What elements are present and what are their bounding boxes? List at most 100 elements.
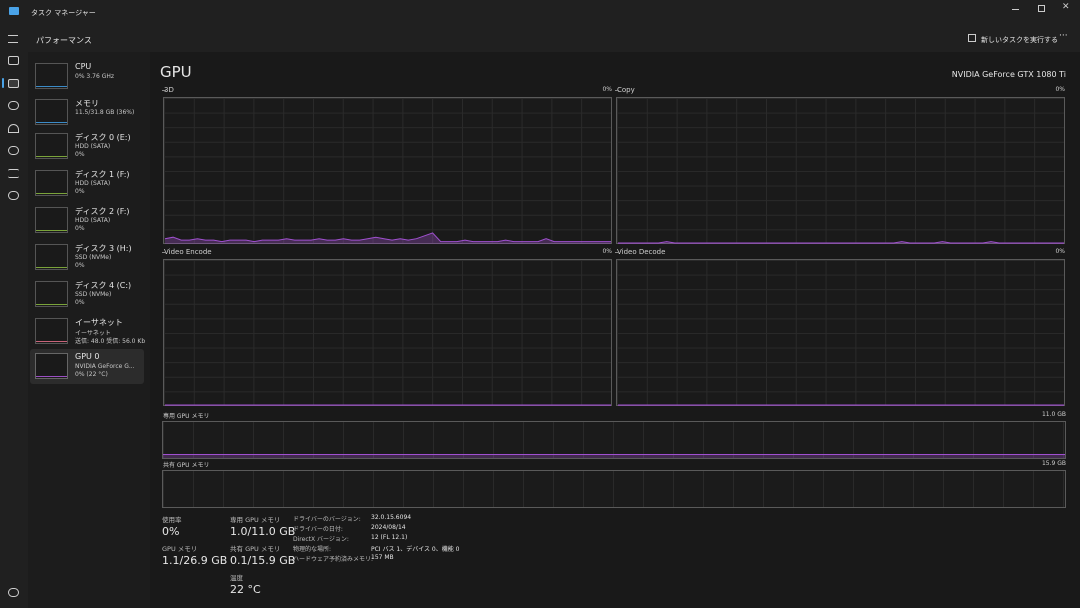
graph-corner — [615, 90, 619, 91]
close-button[interactable]: ✕ — [1062, 2, 1070, 12]
utilization-line — [618, 241, 1064, 244]
utilization-area — [165, 232, 611, 244]
graph-box — [616, 97, 1065, 244]
graph-label: Video Decode — [617, 248, 666, 256]
sidebar-item[interactable]: イーサネット イーサネット 送信: 48.0 受信: 56.0 Kb — [30, 314, 146, 349]
sidebar-item-name: ディスク 1 (F:) — [75, 170, 130, 179]
sidebar-item-detail: 0% (22 °C) — [75, 371, 108, 378]
graph-plot — [618, 404, 1064, 406]
graph-current: 0% — [1055, 248, 1065, 255]
sidebar-thumbnail — [35, 133, 68, 159]
graph-plot — [618, 241, 1064, 244]
sidebar-thumbnail — [35, 318, 68, 344]
sidebar-item-name: ディスク 3 (H:) — [75, 244, 132, 253]
stat-label: 共有 GPU メモリ — [230, 545, 281, 553]
sidebar-item-name: CPU — [75, 62, 92, 71]
nav-rail — [0, 26, 28, 608]
memory-graph-label: 共有 GPU メモリ — [163, 462, 210, 469]
memory-usage-fill — [163, 454, 1065, 458]
memory-graph-box — [162, 470, 1066, 508]
nav-app-history[interactable] — [8, 101, 19, 110]
header-bar: パフォーマンス 新しいタスクを実行する ··· — [28, 26, 1080, 52]
graph-box — [163, 259, 612, 406]
menu-button[interactable] — [8, 35, 18, 43]
stat-value: 0.1/15.9 GB — [230, 554, 296, 567]
thumbnail-baseline — [36, 122, 67, 123]
detail-value: 2024/08/14 — [371, 524, 406, 531]
more-button[interactable]: ··· — [1059, 31, 1068, 41]
sidebar-item-detail: HDD (SATA) — [75, 217, 111, 224]
stat-label: 専用 GPU メモリ — [230, 516, 281, 524]
detail-value: 157 MB — [371, 554, 394, 561]
sidebar-item[interactable]: ディスク 0 (E:) HDD (SATA) 0% — [30, 129, 144, 164]
minimize-button[interactable] — [1012, 9, 1019, 10]
thumbnail-baseline — [36, 230, 67, 231]
graph-current: 0% — [602, 86, 612, 93]
sidebar-thumbnail — [35, 244, 68, 270]
detail-value: 12 (FL 12.1) — [371, 534, 408, 541]
sidebar-item-detail: SSD (NVMe) — [75, 254, 112, 261]
graph-label: Copy — [617, 86, 635, 94]
sidebar-item-name: ディスク 0 (E:) — [75, 133, 131, 142]
run-task-button[interactable]: 新しいタスクを実行する — [981, 36, 1058, 44]
graph-box — [163, 97, 612, 244]
nav-users[interactable] — [8, 146, 19, 155]
utilization-line — [164, 232, 611, 243]
sidebar-item-name: ディスク 2 (F:) — [75, 207, 130, 216]
nav-processes[interactable] — [8, 56, 19, 65]
sidebar-item-detail: 0% — [75, 262, 85, 269]
stat-value: 1.0/11.0 GB — [230, 525, 296, 538]
sidebar-item-detail: 0% — [75, 188, 85, 195]
sidebar-item[interactable]: GPU 0 NVIDIA GeForce G... 0% (22 °C) — [30, 349, 144, 384]
sidebar-item[interactable]: ディスク 2 (F:) HDD (SATA) 0% — [30, 203, 144, 238]
stat-value: 1.1/26.9 GB — [162, 554, 228, 567]
sidebar-item[interactable]: ディスク 1 (F:) HDD (SATA) 0% — [30, 166, 144, 201]
sidebar-item-detail: 0% 3.76 GHz — [75, 73, 115, 80]
graph-label: Video Encode — [164, 248, 212, 256]
sidebar-item-detail: 11.5/31.8 GB (36%) — [75, 109, 135, 116]
title-bar: タスク マネージャー ✕ — [0, 0, 1080, 26]
nav-details[interactable] — [8, 169, 19, 178]
sidebar-item[interactable]: CPU 0% 3.76 GHz — [30, 59, 144, 94]
nav-startup[interactable] — [8, 124, 19, 133]
graph-plot — [165, 404, 611, 406]
graph-corner — [615, 252, 619, 253]
sidebar-item[interactable]: メモリ 11.5/31.8 GB (36%) — [30, 95, 144, 130]
memory-graph-max: 11.0 GB — [1041, 411, 1066, 418]
graph-box — [616, 259, 1065, 406]
sidebar-thumbnail — [35, 353, 68, 379]
sidebar-item-name: ディスク 4 (C:) — [75, 281, 132, 290]
thumbnail-baseline — [36, 193, 67, 194]
sidebar-item-name: メモリ — [75, 99, 99, 108]
window-title: タスク マネージャー — [31, 9, 96, 17]
thumbnail-baseline — [36, 267, 67, 268]
sidebar-item[interactable]: ディスク 3 (H:) SSD (NVMe) 0% — [30, 240, 144, 275]
detail-label: ドライバーのバージョン: — [293, 516, 361, 523]
sidebar-item-detail: 送信: 48.0 受信: 56.0 Kb — [75, 338, 146, 345]
stat-label: GPU メモリ — [162, 545, 198, 553]
sidebar-thumbnail — [35, 281, 68, 307]
sidebar-item-name: イーサネット — [75, 318, 123, 327]
sidebar-item-detail: HDD (SATA) — [75, 143, 111, 150]
sidebar-item-detail: NVIDIA GeForce G... — [75, 363, 135, 370]
detail-value: 32.0.15.6094 — [371, 514, 412, 521]
stat-label: 使用率 — [162, 516, 182, 524]
nav-services[interactable] — [8, 191, 19, 200]
sidebar-item[interactable]: ディスク 4 (C:) SSD (NVMe) 0% — [30, 277, 144, 312]
detail-label: DirectX バージョン: — [293, 536, 349, 543]
thumbnail-baseline — [36, 156, 67, 157]
graph-corner — [162, 90, 166, 91]
detail-label: ハードウェア予約済みメモリ: — [293, 556, 374, 563]
settings-button[interactable] — [8, 588, 19, 597]
thumbnail-baseline — [36, 341, 67, 342]
maximize-button[interactable] — [1038, 5, 1045, 12]
sidebar-thumbnail — [35, 99, 68, 125]
memory-graph-max: 15.9 GB — [1041, 460, 1066, 467]
sidebar-item-detail: 0% — [75, 151, 85, 158]
graph-current: 0% — [1055, 86, 1065, 93]
detail-label: ドライバーの日付: — [293, 526, 343, 533]
thumbnail-baseline — [36, 376, 67, 377]
nav-performance[interactable] — [8, 79, 19, 88]
sidebar-item-detail: HDD (SATA) — [75, 180, 111, 187]
